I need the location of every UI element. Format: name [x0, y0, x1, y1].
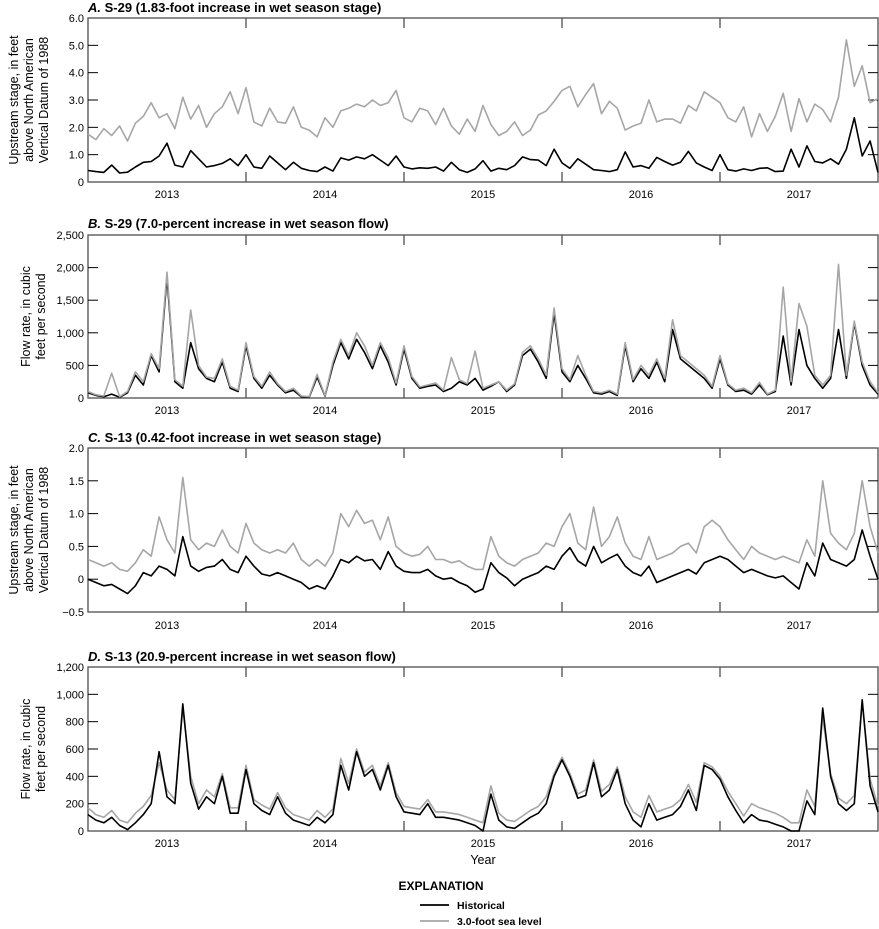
- x-tick-label: 2015: [471, 838, 495, 850]
- y-tick-label: 4.0: [69, 68, 84, 80]
- legend-label-sea-level: 3.0-foot sea level: [457, 916, 542, 928]
- x-tick-label: 2016: [629, 189, 653, 201]
- y-tick-label: 2.0: [69, 443, 84, 455]
- y-tick-label: 1,000: [56, 689, 84, 701]
- series-line-historical: [87, 698, 879, 832]
- x-tick-label: 2013: [155, 838, 179, 850]
- series-line-historical: [87, 276, 879, 399]
- y-axis-label: above North American: [22, 38, 36, 162]
- legend-label-historical: Historical: [457, 900, 505, 912]
- panel-title-text: S-13 (20.9-percent increase in wet seaso…: [101, 649, 396, 664]
- x-tick-label: 2013: [155, 620, 179, 632]
- y-tick-label: 1,200: [56, 662, 84, 674]
- panel-letter: C.: [88, 430, 101, 445]
- x-tick-label: 2017: [787, 405, 811, 417]
- y-tick-label: 1.0: [69, 150, 84, 162]
- y-tick-label: 0: [78, 826, 84, 838]
- series-line-historical: [87, 117, 879, 174]
- panel-letter: D.: [88, 649, 101, 664]
- panel-title: B. S-29 (7.0-percent increase in wet sea…: [88, 216, 389, 231]
- y-axis-label: Upstream stage, in feet: [7, 465, 21, 595]
- x-tick-label: 2014: [313, 838, 337, 850]
- y-tick-label: 5.0: [69, 40, 84, 52]
- x-tick-label: 2017: [787, 838, 811, 850]
- y-tick-label: 400: [66, 771, 84, 783]
- y-axis-label: above North American: [22, 468, 36, 592]
- y-axis-label: feet per second: [34, 273, 48, 359]
- chart-panel-a: A. S-29 (1.83-foot increase in wet seaso…: [7, 0, 879, 201]
- series-line-sea-level: [87, 39, 879, 142]
- y-axis-label: Flow rate, in cubic: [19, 266, 33, 367]
- y-tick-label: 0: [78, 393, 84, 405]
- x-tick-label: 2016: [629, 838, 653, 850]
- series-line-sea-level: [87, 701, 879, 824]
- chart-panel-b: B. S-29 (7.0-percent increase in wet sea…: [19, 216, 879, 417]
- y-tick-label: 0.5: [69, 541, 84, 553]
- x-tick-label: 2015: [471, 189, 495, 201]
- y-tick-label: 2,000: [56, 263, 84, 275]
- y-tick-label: 6.0: [69, 13, 84, 25]
- plot-frame: [87, 17, 879, 183]
- panel-title-text: S-29 (7.0-percent increase in wet season…: [101, 216, 389, 231]
- y-axis-label: feet per second: [34, 706, 48, 792]
- y-tick-label: 1.0: [69, 509, 84, 521]
- panel-title-text: S-29 (1.83-foot increase in wet season s…: [101, 0, 381, 15]
- y-axis-label: Vertical Datum of 1988: [37, 467, 51, 594]
- y-axis-label: Flow rate, in cubic: [19, 699, 33, 800]
- y-tick-label: 2,500: [56, 230, 84, 242]
- x-tick-label: 2017: [787, 189, 811, 201]
- series-line-sea-level: [87, 263, 879, 398]
- y-tick-label: 800: [66, 717, 84, 729]
- x-axis-label: Year: [470, 853, 495, 867]
- y-tick-label: 1.5: [69, 476, 84, 488]
- y-tick-label: 3.0: [69, 95, 84, 107]
- x-tick-label: 2015: [471, 405, 495, 417]
- x-tick-label: 2014: [313, 620, 337, 632]
- series-line-historical: [87, 529, 879, 595]
- y-tick-label: 0: [78, 177, 84, 189]
- plot-frame: [87, 666, 879, 832]
- panel-title: D. S-13 (20.9-percent increase in wet se…: [88, 649, 396, 664]
- y-tick-label: 1,000: [56, 328, 84, 340]
- plot-frame: [87, 234, 879, 399]
- y-axis-label: Upstream stage, in feet: [7, 35, 21, 165]
- series-line-sea-level: [87, 476, 879, 573]
- y-tick-label: 1,500: [56, 295, 84, 307]
- y-tick-label: 2.0: [69, 122, 84, 134]
- x-tick-label: 2014: [313, 189, 337, 201]
- y-axis-label: Vertical Datum of 1988: [37, 37, 51, 164]
- y-tick-label: −0.5: [62, 607, 84, 619]
- x-tick-label: 2015: [471, 620, 495, 632]
- panel-letter: B.: [88, 216, 101, 231]
- y-tick-label: 500: [66, 360, 84, 372]
- x-tick-label: 2016: [629, 405, 653, 417]
- y-tick-label: 200: [66, 799, 84, 811]
- x-tick-label: 2017: [787, 620, 811, 632]
- plot-frame: [87, 447, 879, 613]
- chart-panel-c: C. S-13 (0.42-foot increase in wet seaso…: [7, 430, 879, 632]
- y-tick-label: 0: [78, 574, 84, 586]
- legend-title: EXPLANATION: [398, 879, 483, 893]
- legend: EXPLANATION Historical 3.0-foot sea leve…: [398, 879, 541, 928]
- x-tick-label: 2016: [629, 620, 653, 632]
- panel-letter: A.: [87, 0, 101, 15]
- x-tick-label: 2013: [155, 189, 179, 201]
- x-tick-label: 2013: [155, 405, 179, 417]
- x-tick-label: 2014: [313, 405, 337, 417]
- y-tick-label: 600: [66, 744, 84, 756]
- panel-title: A. S-29 (1.83-foot increase in wet seaso…: [87, 0, 381, 15]
- panel-title: C. S-13 (0.42-foot increase in wet seaso…: [88, 430, 381, 445]
- chart-panel-d: D. S-13 (20.9-percent increase in wet se…: [19, 649, 879, 867]
- panel-title-text: S-13 (0.42-foot increase in wet season s…: [101, 430, 381, 445]
